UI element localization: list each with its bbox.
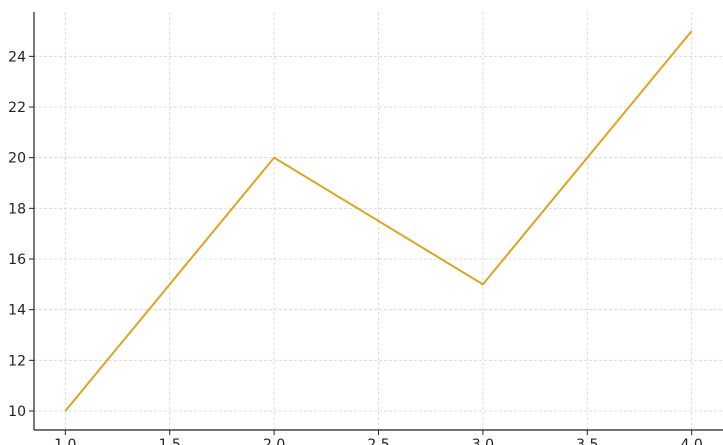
x-tick-label-0: 1.0 (54, 437, 76, 445)
y-tick-label-1: 12 (8, 353, 26, 369)
x-tick-label-2: 2.0 (263, 437, 285, 445)
x-tick-label-4: 3.0 (472, 437, 494, 445)
series-line-0 (64, 30, 693, 412)
tick-marks (29, 55, 693, 435)
x-tick-label-5: 3.5 (576, 437, 598, 445)
y-tick-label-5: 20 (8, 151, 26, 167)
series-layer (64, 30, 693, 412)
y-tick-label-3: 16 (8, 252, 26, 268)
y-tick-label-2: 14 (8, 303, 26, 319)
y-tick-label-0: 10 (8, 404, 26, 420)
y-tick-label-4: 18 (8, 201, 26, 217)
tick-labels: 1.0 1.5 2.0 2.5 3.0 3.5 4.0 10 12 14 16 18 20 22 24 (8, 49, 703, 445)
x-tick-label-6: 4.0 (681, 437, 703, 445)
x-tick-label-3: 2.5 (367, 437, 389, 445)
y-tick-label-6: 22 (8, 100, 26, 116)
x-tick-label-1: 1.5 (159, 437, 181, 445)
y-tick-label-7: 24 (8, 49, 26, 65)
